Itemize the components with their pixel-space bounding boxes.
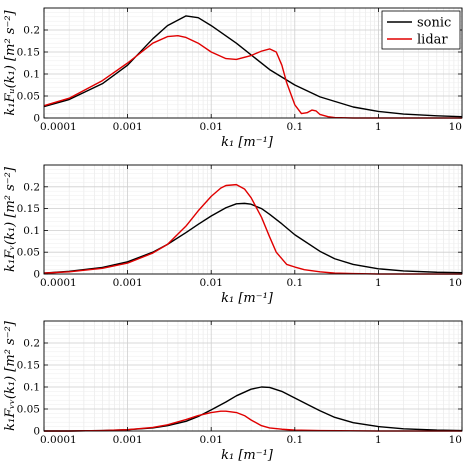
panel-2: 0.0001 0.001 0.01 0.1 1 10 0 0.05 0.1 0.15 0.2 k₁ [… (3, 164, 463, 306)
y-tick-label: 0.2 (23, 25, 40, 37)
x-axis-label: k₁ [m⁻¹] (221, 135, 274, 150)
y-tick-label: 0.2 (23, 338, 40, 350)
x-tick-label: 10 (449, 277, 462, 289)
x-tick-label: 0.001 (113, 277, 143, 289)
x-axis-label: k₁ [m⁻¹] (221, 448, 274, 463)
x-tick-label: 0.01 (200, 121, 223, 133)
series-line-sonic (43, 202, 463, 274)
x-tick-label: 0.0001 (40, 434, 77, 446)
plot-area (44, 165, 462, 274)
x-tick-label: 0.001 (113, 121, 143, 133)
series-line-lidar (43, 35, 462, 119)
y-tick-label: 0.1 (23, 69, 40, 81)
x-tick-label: 1 (375, 434, 382, 446)
panel-1: 0.0001 0.001 0.01 0.1 1 10 0 0.05 0.1 0.15 0.2 k₁ [… (3, 7, 463, 150)
x-axis-label: k₁ [m⁻¹] (221, 291, 274, 306)
x-tick-label: 0.001 (113, 434, 143, 446)
y-tick-label: 0 (33, 426, 40, 438)
panel-3: 0.0001 0.001 0.01 0.1 1 10 0 0.05 0.1 0.15 0.2 k₁ [… (3, 320, 463, 463)
x-tick-label: 1 (375, 121, 382, 133)
series-line-sonic (43, 15, 463, 118)
x-tick-label: 1 (375, 277, 382, 289)
y-tick-label: 0 (33, 113, 40, 125)
y-tick-label: 0.15 (17, 47, 40, 59)
x-tick-label: 0.1 (286, 121, 303, 133)
y-tick-label: 0.2 (23, 181, 40, 193)
legend: sonic lidar (381, 10, 461, 50)
y-tick-label: 0.15 (17, 203, 40, 215)
series-line-lidar (44, 410, 462, 432)
x-tick-label: 0.1 (286, 434, 303, 446)
axes-box (43, 320, 463, 432)
axes-box (43, 7, 463, 119)
y-tick-label: 0 (33, 269, 40, 281)
series-line-lidar (43, 183, 462, 275)
x-tick-label: 10 (449, 121, 462, 133)
x-tick-label: 10 (449, 434, 462, 446)
y-axis-label: k₁Fᵤ(k₁) [m² s⁻²] (3, 9, 18, 115)
y-tick-label: 0.15 (17, 360, 40, 372)
y-tick-label: 0.1 (23, 382, 40, 394)
x-tick-label: 0.0001 (40, 121, 77, 133)
y-tick-label: 0.1 (23, 225, 40, 237)
y-tick-label: 0.05 (17, 404, 40, 416)
legend-label-sonic: sonic (417, 16, 451, 31)
legend-label-lidar: lidar (417, 33, 448, 48)
y-axis-label: k₁Fᵥᵥ(k₁) [m² s⁻²] (3, 320, 18, 431)
plot-area (44, 321, 462, 431)
axes-box (43, 164, 463, 275)
y-axis-label: k₁Fᵥ(k₁) [m² s⁻²] (3, 166, 18, 272)
x-tick-label: 0.01 (200, 277, 223, 289)
x-tick-label: 0.0001 (40, 277, 77, 289)
x-tick-label: 0.1 (286, 277, 303, 289)
x-tick-label: 0.01 (200, 434, 223, 446)
y-tick-label: 0.05 (17, 247, 40, 259)
y-tick-label: 0.05 (17, 91, 40, 103)
legend-box (381, 10, 461, 50)
